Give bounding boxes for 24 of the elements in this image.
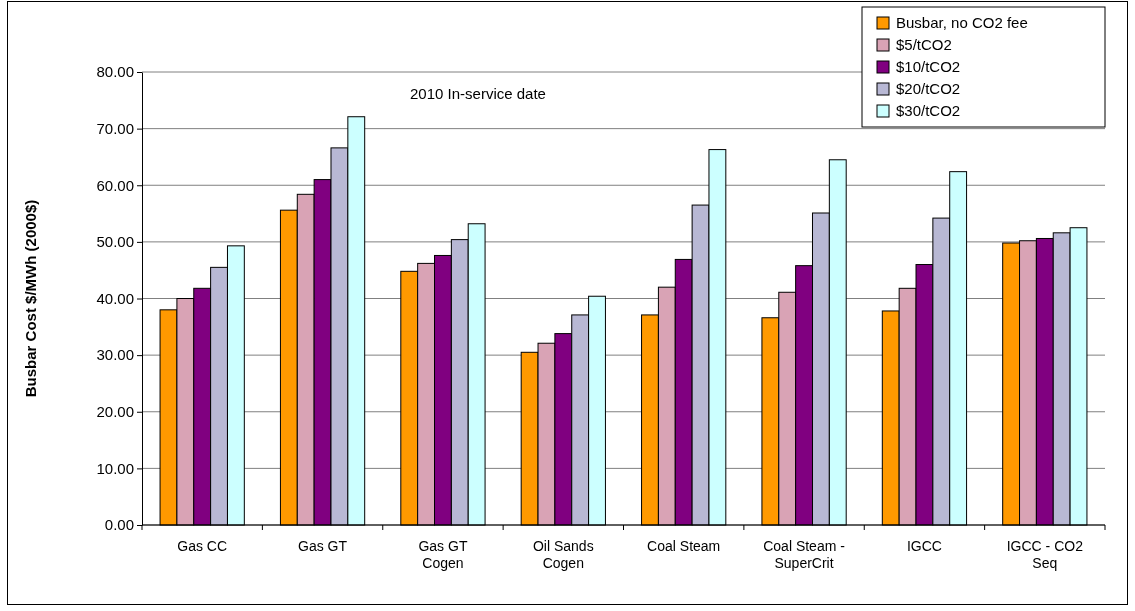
x-tick-label: IGCC - CO2 Seq xyxy=(1006,538,1084,571)
y-axis-title: Busbar Cost $/MWh (2000$) xyxy=(22,199,39,398)
y-tick-label: 70.00 xyxy=(96,119,134,137)
x-tick-label: Coal Steam xyxy=(647,538,721,554)
x-tick-label: Gas CC xyxy=(177,538,228,554)
legend-label: $10/tCO2 xyxy=(896,58,961,75)
y-tick-label: 0.00 xyxy=(104,516,134,534)
y-tick-label: 20.00 xyxy=(96,403,134,421)
y-tick-label: 60.00 xyxy=(96,176,134,194)
x-tick-label: Coal Steam - SuperCrit xyxy=(763,538,846,571)
legend-label: $5/tCO2 xyxy=(896,36,952,53)
y-tick-label: 30.00 xyxy=(96,346,134,364)
legend-label: $20/tCO2 xyxy=(896,80,961,97)
y-tick-label: 50.00 xyxy=(96,233,134,251)
x-tick-label: Gas GT xyxy=(298,538,348,554)
legend-label: $30/tCO2 xyxy=(896,102,961,119)
x-tick-label: Oil Sands Cogen xyxy=(532,538,594,571)
y-tick-label: 40.00 xyxy=(96,289,134,307)
x-tick-label: Gas GT Cogen xyxy=(418,538,468,571)
x-tick-label: IGCC xyxy=(906,538,942,554)
y-tick-label: 80.00 xyxy=(96,63,134,81)
y-tick-label: 10.00 xyxy=(96,459,134,477)
annotation: 2010 In-service date xyxy=(410,85,546,102)
legend-label: Busbar, no CO2 fee xyxy=(896,14,1028,31)
